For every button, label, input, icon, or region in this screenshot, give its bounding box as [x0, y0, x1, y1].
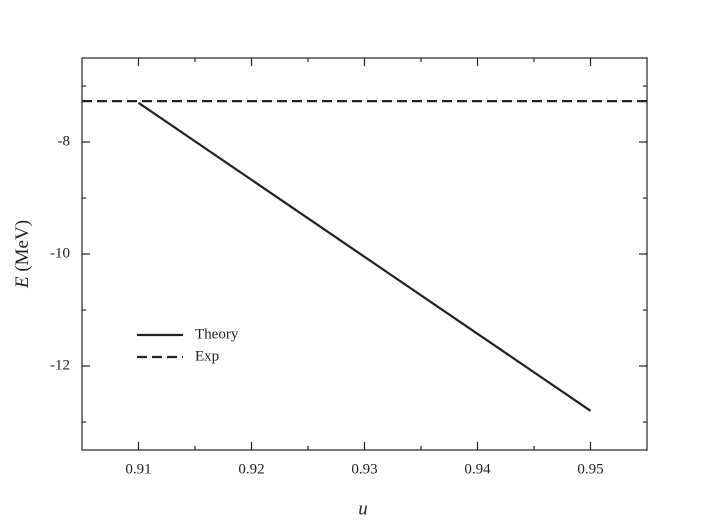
series-line: [137, 101, 592, 412]
x-axis-label: u: [358, 498, 368, 519]
x-tick-label: 0.91: [125, 461, 151, 477]
x-tick-label: 0.94: [464, 461, 491, 477]
x-tick-label: 0.93: [351, 461, 377, 477]
y-tick-label: -8: [58, 133, 71, 149]
y-axis-label-var: E: [12, 276, 33, 289]
x-tick-label: 0.95: [577, 461, 603, 477]
y-tick-label: -12: [50, 357, 70, 373]
legend-label: Exp: [195, 348, 219, 364]
x-tick-label: 0.92: [238, 461, 264, 477]
y-axis-label: E (MeV): [12, 220, 33, 289]
legend-label: Theory: [195, 326, 239, 342]
y-tick-label: -10: [50, 245, 70, 261]
y-axis-label-unit: (MeV): [12, 220, 33, 272]
